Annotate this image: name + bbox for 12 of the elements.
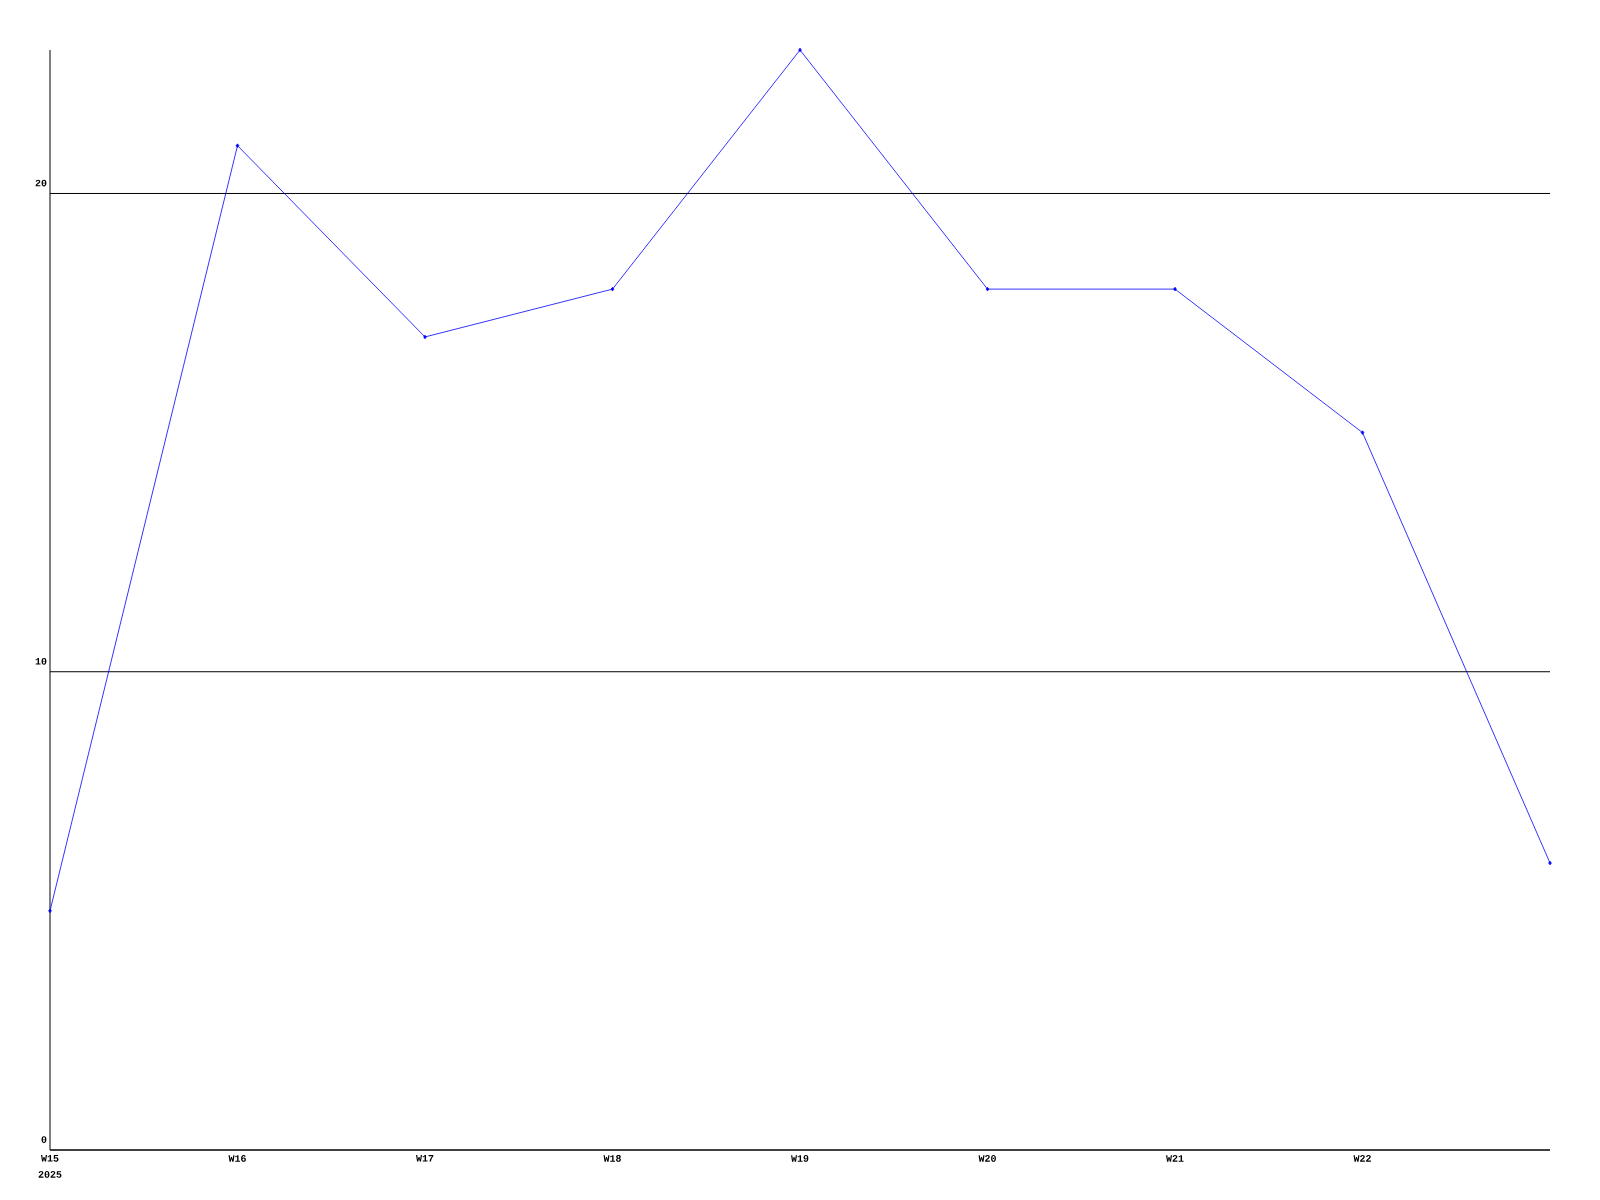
x-tick-label: W18: [603, 1155, 621, 1162]
y-tick-label: 20: [35, 179, 47, 187]
y-tick-label: 0: [41, 1136, 47, 1143]
text: 2025: [38, 1171, 62, 1178]
x-tick-label: W22: [1353, 1155, 1371, 1162]
y-tick-label: 10: [35, 657, 47, 665]
x-tick-label: W16: [228, 1155, 246, 1162]
x-tick-label: W21: [1166, 1155, 1184, 1162]
x-tick-label: W17: [416, 1155, 434, 1162]
x-tick-label: W19: [791, 1155, 809, 1162]
x-tick-label: W20: [978, 1155, 996, 1162]
x-tick-label: W15: [41, 1155, 59, 1162]
